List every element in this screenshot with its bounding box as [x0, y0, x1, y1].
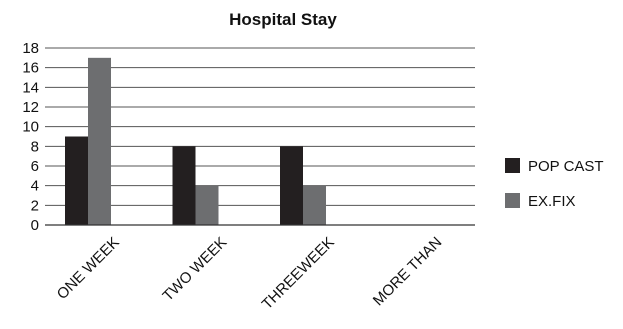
y-tick-label: 8 [31, 138, 39, 155]
x-category-label: MORE THAN [370, 234, 445, 309]
x-category-label: TWO WEEK [159, 234, 230, 305]
y-tick-label: 2 [31, 197, 39, 214]
bar [195, 185, 219, 225]
y-tick-label: 10 [22, 119, 39, 136]
bars [65, 57, 326, 226]
legend-label: POP CAST [528, 158, 604, 175]
x-axis-categories: ONE WEEK TWO WEEK THREEWEEK MORE THAN [54, 234, 446, 313]
gridlines [45, 47, 475, 226]
bar [280, 146, 303, 225]
y-axis-ticks: 0 2 4 6 8 10 12 14 16 18 [22, 40, 39, 234]
legend-swatch [505, 158, 520, 173]
bar [172, 146, 196, 225]
y-tick-label: 16 [22, 60, 39, 77]
bar [88, 57, 111, 226]
x-category-label: THREEWEEK [259, 234, 338, 313]
y-tick-label: 12 [22, 99, 39, 116]
bar [303, 185, 326, 225]
legend-swatch [505, 193, 520, 208]
y-tick-label: 18 [22, 40, 39, 57]
bar [65, 136, 88, 225]
legend: POP CAST EX.FIX [505, 158, 604, 210]
y-tick-label: 6 [31, 158, 39, 175]
chart-title: Hospital Stay [229, 10, 337, 29]
legend-label: EX.FIX [528, 193, 576, 210]
y-tick-label: 0 [31, 217, 39, 234]
x-category-label: ONE WEEK [54, 234, 123, 303]
y-tick-label: 4 [31, 178, 39, 195]
y-tick-label: 14 [22, 79, 39, 96]
